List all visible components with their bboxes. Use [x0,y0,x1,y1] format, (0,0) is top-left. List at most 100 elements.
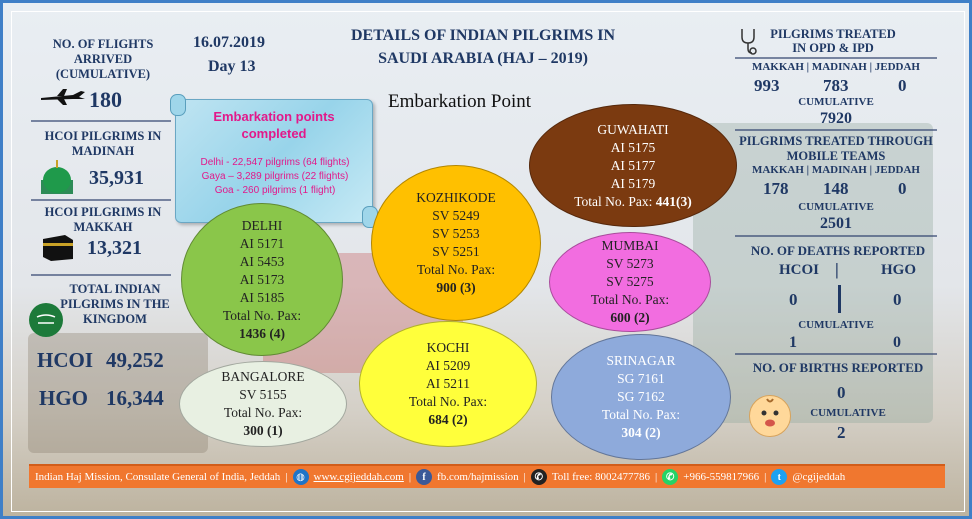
guwahati-circle: GUWAHATI AI 5175 AI 5177 AI 5179 Total N… [529,104,737,227]
deaths-cum-hcoi: 1 [789,334,797,351]
footer-separator: | [655,471,658,483]
pax-number: 441(3) [655,193,692,209]
footer-separator: | [408,471,412,483]
delhi-circle: DELHI AI 5171 AI 5453 AI 5173 AI 5185 To… [181,203,343,356]
background-kaaba-crowd [28,333,208,453]
circle-name: MUMBAI [601,238,659,253]
deaths-hcoi: 0 [789,290,798,309]
page-title-line2: SAUDI ARABIA (HAJ – 2019) [378,50,588,67]
scroll-line: Gaya – 3,289 pilgrims (22 flights) [201,171,349,182]
footer-separator: | [523,471,526,483]
pax-value: 600 (2) [610,310,650,325]
mobile-cities: MAKKAH | MADINAH | JEDDAH [751,164,920,176]
deaths-hgo-label: HGO [881,262,917,278]
whatsapp-icon: ✆ [662,469,679,485]
opd-title-line2: IN OPD & IPD [792,41,874,55]
pax-value: Total No. Pax: 441(3) [574,193,692,211]
pax-value: 900 (3) [436,280,476,295]
footer-website-link[interactable]: www.cgijeddah.com [313,471,404,483]
kingdom-label: TOTAL INDIAN PILGRIMS IN THE KINGDOM [60,282,170,326]
mobile-title-line1: PILGRIMS TREATED THROUGH [739,134,933,148]
flight-number: SV 5249 [432,208,480,223]
opd-cumulative: 7920 [820,110,852,127]
report-day: Day 13 [208,58,256,75]
flight-number: AI 5453 [239,253,285,269]
mobile-title-line2: MOBILE TEAMS [786,149,886,163]
divider [735,353,937,355]
footer-twitter-link[interactable]: @cgijeddah [792,471,846,483]
footer-separator: | [764,471,767,483]
saudi-flag-icon [29,303,63,337]
flights-label: NO. OF FLIGHTS ARRIVED (CUMULATIVE) [52,37,154,81]
completed-points-scroll: Embarkation points completed Delhi - 22,… [170,94,378,228]
circle-name: KOCHI [426,340,470,355]
scroll-line: Goa - 260 pilgrims (1 flight) [214,185,336,196]
green-dome-icon [37,158,77,194]
deaths-separator: | [835,260,839,279]
flights-value: 180 [89,87,122,112]
kingdom-hgo-label: HGO [39,386,89,410]
flight-number: SV 5275 [606,274,654,289]
opd-makkah: 993 [754,76,780,95]
embarkation-subtitle: Embarkation Point [388,91,532,112]
circle-name: DELHI [241,217,283,233]
flight-number: SV 5155 [239,387,287,402]
kaaba-icon [39,231,75,261]
circle-name: SRINAGAR [606,353,676,368]
births-cumulative-label: CUMULATIVE [810,407,886,419]
footer-tollfree: Toll free: 8002477786 [551,471,651,483]
births-title: NO. OF BIRTHS REPORTED [752,360,924,375]
globe-icon: ◍ [292,469,309,485]
page-title-line1: DETAILS OF INDIAN PILGRIMS IN [350,27,616,44]
pax-label: Total No. Pax: [223,405,303,420]
deaths-title: NO. OF DEATHS REPORTED [750,243,926,258]
divider [31,120,171,122]
circle-name: BANGALORE [221,369,305,384]
divider [735,235,937,237]
deaths-cum-hgo: 0 [893,334,901,351]
flight-number: SV 5253 [432,226,480,241]
flight-number: SG 7162 [617,389,665,404]
deaths-cumulative-label: CUMULATIVE [798,319,874,331]
makkah-label: HCOI PILGRIMS IN MAKKAH [44,205,162,234]
opd-title-line1: PILGRIMS TREATED [770,27,896,41]
divider [735,129,937,131]
circle-name: KOZHIKODE [416,190,496,205]
pax-label: Total No. Pax: [408,394,488,409]
facebook-icon: f [416,469,433,485]
pax-value: 1436 (4) [238,325,286,341]
mobile-jeddah: 0 [898,179,907,198]
bangalore-circle: BANGALORE SV 5155 Total No. Pax: 300 (1) [179,361,347,447]
footer-bar: Indian Haj Mission, Consulate General of… [29,464,945,488]
flight-number: SV 5273 [606,256,654,271]
divider [31,274,171,276]
scroll-title: Embarkation points completed [213,109,335,141]
stethoscope-icon [739,27,757,55]
opd-cities: MAKKAH | MADINAH | JEDDAH [751,61,920,73]
deaths-hgo: 0 [893,290,902,309]
report-date: 16.07.2019 [193,34,265,51]
madinah-value: 35,931 [89,167,144,189]
airplane-icon [39,89,87,105]
flight-number: SG 7161 [617,371,665,386]
flight-number: AI 5175 [610,139,656,155]
pax-value: 684 (2) [428,412,468,427]
footer-org: Indian Haj Mission, Consulate General of… [35,471,281,483]
footer-whatsapp: +966-559817966 [683,471,760,483]
pax-value: 300 (1) [243,423,283,438]
mobile-cumulative: 2501 [820,215,852,232]
flight-number: AI 5185 [239,289,285,305]
footer-facebook-link[interactable]: fb.com/hajmission [437,471,519,483]
flight-number: AI 5179 [610,175,656,191]
mumbai-circle: MUMBAI SV 5273 SV 5275 Total No. Pax: 60… [549,232,711,332]
kingdom-hgo-value: 16,344 [106,386,164,410]
madinah-label: HCOI PILGRIMS IN MADINAH [44,129,162,158]
pax-label: Total No. Pax: [222,307,302,323]
twitter-icon: t [771,469,788,485]
mobile-madinah: 148 [823,179,849,198]
deaths-hcoi-label: HCOI [779,262,820,278]
kochi-circle: KOCHI AI 5209 AI 5211 Total No. Pax: 684… [359,321,537,447]
opd-jeddah: 0 [898,76,907,95]
kingdom-hcoi-value: 49,252 [106,348,164,372]
